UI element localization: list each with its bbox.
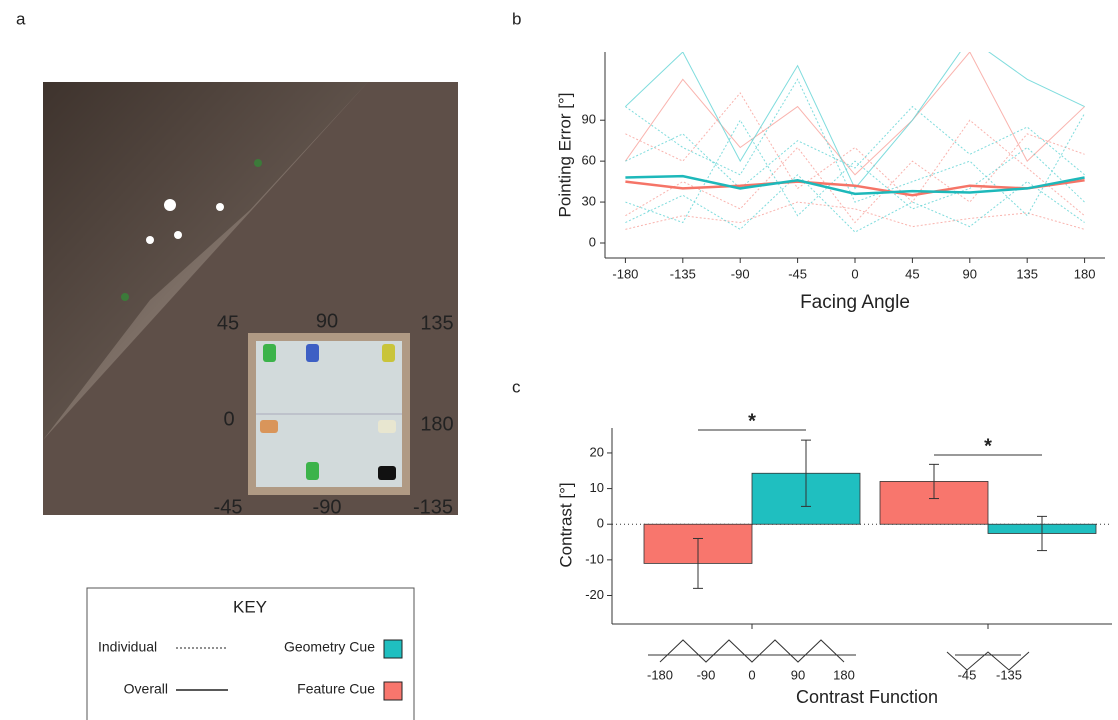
x-tick-label: -180 (612, 266, 638, 281)
x-tick-label: 135 (1016, 266, 1038, 281)
y-tick-label: 0 (589, 234, 596, 249)
function-label: -90 (697, 667, 716, 682)
panel-label: b (512, 9, 521, 28)
y-tick-label: -20 (585, 587, 604, 602)
angle-label: 0 (223, 408, 234, 430)
angle-label: 45 (217, 312, 239, 334)
y-axis-label: Contrast [°] (556, 482, 575, 567)
x-tick-label: 0 (851, 266, 858, 281)
significance: * (748, 410, 756, 432)
function-label: -135 (996, 667, 1022, 682)
function-label: 90 (791, 667, 805, 682)
y-tick-label: 0 (597, 516, 604, 531)
scene (43, 82, 458, 515)
y-tick-label: 20 (590, 444, 604, 459)
key-swatch (384, 682, 402, 700)
function-label: -180 (647, 667, 673, 682)
key-feature: Feature Cue (297, 681, 375, 697)
individual-line (625, 38, 1084, 188)
angle-label: 90 (316, 310, 338, 332)
key-swatch (384, 640, 402, 658)
x-tick-label: 180 (1074, 266, 1096, 281)
key-geometry: Geometry Cue (284, 639, 375, 655)
individual-line (625, 120, 1084, 222)
y-tick-label: -10 (585, 551, 604, 566)
x-tick-label: 90 (963, 266, 977, 281)
x-tick-label: 45 (905, 266, 919, 281)
individual-line (625, 202, 1084, 229)
function-label: 0 (748, 667, 755, 682)
angle-label: -135 (413, 496, 453, 518)
figure: a b c 45 90 135 0 180 -45 -90 -135 KEY Individu… (0, 0, 1118, 720)
angle-label: 180 (420, 413, 453, 435)
x-tick-label: -135 (670, 266, 696, 281)
function-label: -45 (958, 667, 977, 682)
x-axis-label: Contrast Function (796, 687, 938, 707)
individual-line (625, 175, 1084, 232)
x-axis-label: Facing Angle (800, 292, 910, 313)
individual-line (625, 93, 1084, 216)
lines (625, 38, 1084, 232)
significance: * (984, 435, 992, 457)
x-tick-label: -90 (731, 266, 750, 281)
function-label: 180 (833, 667, 855, 682)
angle-label: -45 (214, 496, 243, 518)
y-axis-label: Pointing Error [°] (555, 93, 574, 218)
key-overall: Overall (124, 681, 168, 697)
y-tick-label: 90 (582, 112, 596, 127)
y-tick-label: 30 (582, 194, 596, 209)
panel-label: a (16, 9, 26, 28)
key-individual: Individual (98, 639, 157, 655)
y-tick-label: 60 (582, 153, 596, 168)
y-tick-label: 10 (590, 480, 604, 495)
angle-label: 135 (420, 312, 453, 334)
individual-line (625, 52, 1084, 175)
contrast-function (660, 640, 844, 662)
key-title: KEY (233, 597, 267, 616)
panel-label: c (512, 377, 521, 396)
x-tick-label: -45 (788, 266, 807, 281)
angle-label: -90 (313, 496, 342, 518)
